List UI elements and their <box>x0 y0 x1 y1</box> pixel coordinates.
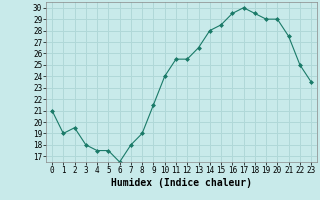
X-axis label: Humidex (Indice chaleur): Humidex (Indice chaleur) <box>111 178 252 188</box>
